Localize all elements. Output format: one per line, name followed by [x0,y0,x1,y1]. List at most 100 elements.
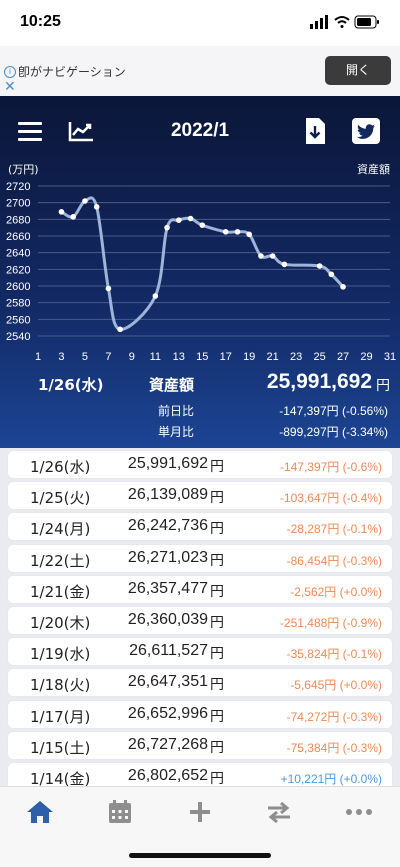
row-change: -75,384円 (-0.3%) [286,740,382,755]
month-change-label: 単月比 [158,425,195,439]
x-tick-label: 19 [243,351,255,363]
ad-text[interactable]: 卽がナビゲーション [18,65,126,79]
data-point [93,204,100,210]
x-tick-label: 13 [173,351,185,363]
y-tick-label: 2560 [6,314,30,326]
row-value: 26,727,268 [127,735,208,753]
row-value: 26,647,351 [127,673,208,691]
row-change: -35,824円 (-0.1%) [286,647,382,662]
y-tick-label: 2620 [6,264,30,276]
plus-icon[interactable] [185,799,215,825]
asset-header: 2022/1 (万円) 資産額 2720 2700 2680 2660 2640 2620… [0,96,400,448]
data-point [328,271,335,278]
y-tick-label: 2660 [6,231,30,243]
more-dots-icon[interactable] [344,799,374,825]
row-change: -86,454円 (-0.3%) [286,553,382,568]
y-axis-unit: (万円) [8,163,39,176]
row-date: 1/19(水) [30,645,91,664]
row-value: 26,271,023 [127,548,208,566]
row-change: -251,488円 (-0.9%) [279,615,382,630]
x-tick-label: 31 [384,351,396,363]
swap-arrows-icon[interactable] [264,799,294,825]
row-yen: 円 [210,490,224,507]
asset-label: 資産額 [357,163,390,176]
month-title[interactable]: 2022/1 [170,120,230,141]
x-tick-label: 5 [82,351,88,363]
data-point [117,326,123,333]
data-point [176,217,182,223]
twitter-share-icon[interactable] [352,118,380,144]
table-row[interactable]: 1/21(金) 26,357,477 円 -2,562円 (+0.0%) [8,575,392,603]
data-point [152,293,159,299]
day-change-value: -147,397円 (-0.56%) [279,404,388,418]
table-row[interactable]: 1/18(火) 26,647,351 円 -5,645円 (+0.0%) [8,669,392,697]
table-row[interactable]: 1/20(木) 26,360,039 円 -251,488円 (-0.9%) [8,606,392,634]
row-date: 1/24(月) [30,520,91,539]
data-point [316,263,323,269]
row-yen: 円 [210,552,224,569]
row-date: 1/15(土) [30,738,91,757]
data-point [340,284,346,290]
wifi-icon [334,16,350,28]
row-value: 26,360,039 [127,610,208,628]
y-tick-label: 2720 [6,181,30,193]
ad-open-button[interactable]: 開く [325,56,391,85]
data-point [58,209,65,215]
x-tick-label: 25 [313,351,325,363]
table-row[interactable]: 1/17(月) 26,652,996 円 -74,272円 (-0.3%) [8,700,392,728]
y-tick-label: 2700 [6,198,30,210]
x-tick-label: 3 [58,351,64,363]
table-row[interactable]: 1/24(月) 26,242,736 円 -28,287円 (-0.1%) [8,513,392,541]
home-icon[interactable] [25,799,55,825]
ad-banner[interactable]: i ✕ 卽がナビゲーション 開く [0,46,400,97]
row-yen: 円 [210,583,224,600]
row-yen: 円 [210,677,224,694]
summary-total-value: 25,991,692 [266,370,372,393]
x-tick-label: 21 [267,351,279,363]
data-point [105,285,112,292]
chart-view-icon[interactable] [68,120,94,142]
day-change-label: 前日比 [158,404,195,418]
row-date: 1/26(水) [30,458,91,476]
y-tick-label: 2580 [6,298,30,310]
table-row[interactable]: 1/15(土) 26,727,268 円 -75,384円 (-0.3%) [8,731,392,759]
month-change-value: -899,297円 (-3.34%) [279,425,388,439]
home-indicator [129,853,271,858]
data-point [187,215,194,222]
table-row[interactable]: 1/25(火) 26,139,089 円 -103,647円 (-0.4%) [8,482,392,510]
x-tick-label: 17 [220,351,232,363]
y-tick-label: 2680 [6,214,30,226]
data-point [164,224,170,231]
calendar-icon[interactable] [105,799,135,825]
ad-close-icon[interactable]: ✕ [4,78,16,94]
summary-label: 資産額 [149,376,195,394]
row-value: 26,242,736 [127,517,208,535]
status-icons [310,15,379,29]
row-date: 1/20(木) [30,613,91,632]
row-change: +10,221円 (+0.0%) [280,771,382,786]
status-bar: 10:25 [0,0,400,46]
table-row[interactable]: 1/22(土) 26,271,023 円 -86,454円 (-0.3%) [8,544,392,572]
y-tick-label: 2600 [6,281,30,293]
data-point [234,229,241,235]
row-date: 1/14(金) [30,769,91,788]
series-line [60,196,345,331]
battery-icon [354,15,379,29]
row-change: -147,397円 (-0.6%) [279,460,382,474]
ad-info-icon[interactable]: i [4,66,16,78]
table-row[interactable]: 1/19(水) 26,611,527 円 -35,824円 (-0.1%) [8,638,392,666]
table-row[interactable]: 1/14(金) 26,802,652 円 +10,221円 (+0.0%) [8,762,392,790]
row-date: 1/17(月) [30,707,91,726]
data-point [82,198,88,204]
hamburger-menu-icon[interactable] [18,122,42,142]
status-time: 10:25 [20,13,61,30]
row-yen: 円 [210,459,224,475]
row-value: 26,652,996 [127,704,208,722]
download-icon[interactable] [304,117,326,145]
data-point [70,214,76,220]
row-value: 26,357,477 [127,579,208,597]
table-row[interactable]: 1/26(水) 25,991,692 円 -147,397円 (-0.6%) [8,451,392,478]
data-point [258,253,264,259]
data-point [222,229,229,235]
summary-yen: 円 [376,378,390,394]
